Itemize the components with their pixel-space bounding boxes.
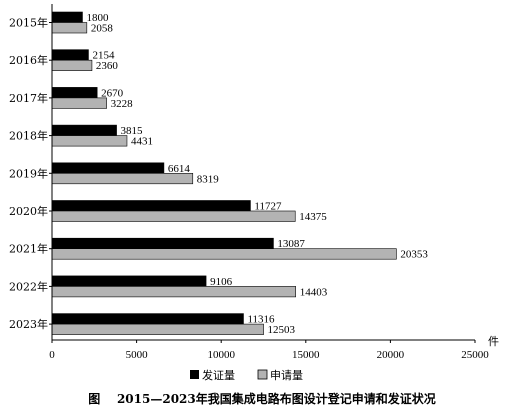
x-axis-unit: 件: [488, 335, 499, 348]
value-label-issued: 2154: [92, 50, 115, 62]
category-label: 2019年: [9, 166, 48, 180]
value-label-applied: 4431: [131, 136, 153, 148]
bar-applied: [51, 173, 194, 185]
value-label-applied: 2058: [91, 23, 114, 35]
legend: 发证量 申请量: [190, 368, 303, 382]
category-label: 2020年: [9, 204, 48, 218]
value-label-issued: 11316: [247, 314, 275, 326]
x-tick-label: 5000: [126, 349, 149, 361]
legend-swatch-applied: [257, 369, 268, 380]
bar-issued: [51, 11, 83, 23]
value-label-applied: 20353: [400, 249, 428, 261]
category-label: 2015年: [9, 16, 48, 30]
x-tick-label: 20000: [377, 349, 405, 361]
bars-layer: [51, 11, 397, 335]
category-label: 2022年: [9, 279, 48, 293]
chart-caption: 图 2015—2023年我国集成电路布图设计登记申请和发证状况: [88, 391, 436, 406]
value-label-applied: 8319: [197, 173, 220, 185]
bar-issued: [51, 200, 251, 212]
value-label-issued: 6614: [168, 163, 191, 175]
value-label-applied: 2360: [96, 60, 119, 72]
value-label-applied: 12503: [268, 324, 296, 336]
legend-label-issued: 发证量: [202, 368, 235, 382]
bar-issued: [51, 275, 207, 287]
value-label-issued: 9106: [210, 276, 233, 288]
value-label-applied: 3228: [111, 98, 134, 110]
category-labels-layer: 2015年 2016年 2017年 2018年 2019年 2020年 2021年 2022年…: [9, 16, 52, 331]
category-label: 2017年: [9, 91, 48, 105]
x-tick-label: 25000: [461, 349, 489, 361]
value-label-issued: 11727: [254, 201, 282, 213]
bar-issued: [51, 313, 244, 325]
category-label: 2018年: [9, 129, 48, 143]
category-label: 2023年: [9, 317, 48, 331]
x-tick-label: 0: [49, 349, 55, 361]
bar-issued: [51, 87, 98, 99]
bar-applied: [51, 22, 88, 34]
value-label-applied: 14403: [300, 286, 328, 298]
bar-issued: [51, 162, 165, 174]
category-label: 2016年: [9, 53, 48, 67]
value-label-issued: 2670: [101, 87, 124, 99]
bar-applied: [51, 323, 264, 335]
x-tick-label: 15000: [292, 349, 320, 361]
value-label-issued: 13087: [277, 238, 305, 250]
bar-issued: [51, 124, 117, 136]
bar-applied: [51, 135, 128, 147]
value-label-issued: 3815: [121, 125, 144, 137]
x-tick-label: 10000: [207, 349, 235, 361]
bar-issued: [51, 237, 274, 249]
category-label: 2021年: [9, 242, 48, 256]
bar-issued: [51, 49, 89, 61]
bar-applied: [51, 97, 107, 109]
legend-swatch-issued: [190, 370, 199, 379]
value-label-issued: 1800: [86, 12, 109, 24]
bar-applied: [51, 286, 296, 298]
value-label-applied: 14375: [299, 211, 327, 223]
legend-label-applied: 申请量: [270, 369, 303, 382]
bar-applied: [51, 248, 397, 260]
x-axis-ticks: 0 5000 10000 15000 20000 25000: [49, 340, 489, 361]
bar-applied: [51, 210, 296, 222]
bar-applied: [51, 59, 93, 72]
